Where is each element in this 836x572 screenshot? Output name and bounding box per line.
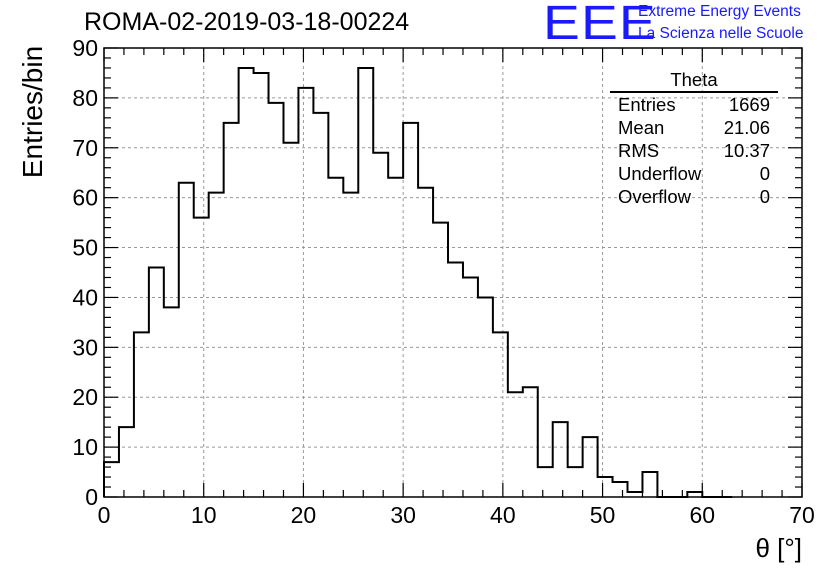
histogram-bin	[373, 153, 388, 497]
y-tick-label: 30	[72, 334, 98, 360]
stats-row-entries: Entries 1669	[610, 93, 778, 116]
histogram-bin	[568, 467, 583, 497]
histogram-bin	[209, 193, 224, 497]
histogram-bin	[583, 437, 598, 497]
stats-label: Overflow	[618, 186, 691, 207]
histogram-bin	[224, 123, 239, 497]
stats-title: Theta	[610, 70, 778, 93]
histogram-bin	[328, 178, 343, 497]
histogram-bin	[538, 467, 553, 497]
histogram-bin	[313, 113, 328, 497]
histogram-bin	[343, 193, 358, 497]
histogram-bin	[478, 297, 493, 497]
stats-row-overflow: Overflow 0	[610, 185, 778, 208]
histogram-bin	[523, 387, 538, 497]
stats-label: Mean	[618, 117, 665, 138]
stats-box: Theta Entries 1669 Mean 21.06 RMS 10.37 …	[610, 70, 778, 208]
y-tick-label: 60	[72, 185, 98, 211]
stats-row-underflow: Underflow 0	[610, 162, 778, 185]
histogram-bin	[508, 392, 523, 497]
histogram-bin	[613, 482, 628, 497]
x-tick-label: 70	[789, 502, 815, 528]
logo-line-2: La Scienza nelle Scuole	[638, 25, 804, 42]
histogram-bin	[104, 462, 119, 497]
stats-label: Entries	[618, 94, 676, 115]
histogram-bin	[388, 178, 403, 497]
y-tick-label: 50	[72, 235, 98, 261]
histogram-series	[103, 66, 733, 498]
histogram-bin	[179, 183, 194, 497]
histogram-bin	[358, 68, 373, 497]
histogram-bin	[463, 277, 478, 497]
histogram-bin	[433, 223, 448, 497]
x-tick-label: 40	[490, 502, 516, 528]
histogram-bin	[194, 218, 209, 497]
stats-label: Underflow	[618, 163, 702, 184]
histogram-bin	[239, 68, 254, 497]
histogram-bin	[164, 307, 179, 497]
x-tick-label: 0	[98, 502, 111, 528]
stats-row-mean: Mean 21.06	[610, 116, 778, 139]
stats-value: 10.37	[723, 140, 770, 161]
y-tick-label: 10	[72, 434, 98, 460]
histogram-bin	[598, 477, 613, 497]
x-tick-label: 60	[689, 502, 715, 528]
histogram-bin	[119, 427, 134, 497]
histogram-bin	[283, 143, 298, 497]
stats-value: 0	[759, 186, 770, 207]
histogram-bin	[553, 422, 568, 497]
histogram-bin	[493, 332, 508, 497]
x-tick-label: 30	[390, 502, 416, 528]
histogram-bin	[149, 268, 164, 497]
histogram-bin	[269, 103, 284, 497]
x-tick-label: 20	[291, 502, 317, 528]
y-tick-label: 90	[72, 35, 98, 61]
histogram-bin	[418, 188, 433, 497]
stats-value: 0	[759, 163, 770, 184]
stats-label: RMS	[618, 140, 660, 161]
y-tick-label: 80	[72, 85, 98, 111]
histogram-bin	[448, 263, 463, 497]
x-tick-label: 50	[590, 502, 616, 528]
stats-value: 1669	[728, 94, 770, 115]
stats-row-rms: RMS 10.37	[610, 139, 778, 162]
y-tick-label: 40	[72, 284, 98, 310]
y-tick-label: 20	[72, 384, 98, 410]
histogram-bin	[254, 73, 269, 497]
histogram-bin	[298, 88, 313, 497]
y-tick-label: 70	[72, 135, 98, 161]
plot-frame	[103, 47, 803, 498]
histogram-bin	[642, 472, 657, 497]
x-tick-label: 10	[191, 502, 217, 528]
y-tick-label: 0	[85, 484, 98, 510]
y-axis-label: Entries/bin	[17, 45, 48, 179]
histogram-bin	[134, 332, 149, 497]
stats-value: 21.06	[723, 117, 770, 138]
histogram-bin	[403, 123, 418, 497]
logo-line-1: Extreme Energy Events	[638, 3, 801, 20]
eee-logo: EEE	[543, 0, 657, 50]
chart-title: ROMA-02-2019-03-18-00224	[84, 8, 410, 36]
x-axis-label: θ [°]	[755, 533, 802, 563]
